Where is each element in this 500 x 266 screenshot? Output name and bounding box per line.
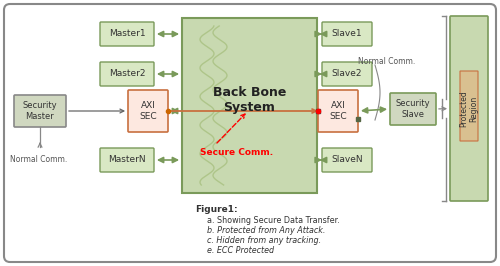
Text: Figure1:: Figure1: (195, 205, 238, 214)
Text: Security
Slave: Security Slave (396, 99, 430, 119)
Text: Slave1: Slave1 (332, 30, 362, 39)
Text: a. Showing Secure Data Transfer.: a. Showing Secure Data Transfer. (207, 216, 340, 225)
FancyBboxPatch shape (450, 16, 488, 201)
FancyBboxPatch shape (182, 18, 317, 193)
FancyBboxPatch shape (318, 90, 358, 132)
Text: Slave2: Slave2 (332, 69, 362, 78)
Text: Security
Master: Security Master (22, 101, 58, 121)
Text: AXI
SEC: AXI SEC (329, 101, 347, 121)
Text: SlaveN: SlaveN (331, 156, 363, 164)
FancyBboxPatch shape (322, 62, 372, 86)
FancyBboxPatch shape (100, 22, 154, 46)
Text: c. Hidden from any tracking.: c. Hidden from any tracking. (207, 236, 321, 245)
FancyBboxPatch shape (100, 62, 154, 86)
FancyBboxPatch shape (322, 22, 372, 46)
Text: AXI
SEC: AXI SEC (139, 101, 157, 121)
FancyBboxPatch shape (128, 90, 168, 132)
FancyBboxPatch shape (390, 93, 436, 125)
FancyBboxPatch shape (460, 71, 478, 141)
Text: Back Bone
System: Back Bone System (213, 86, 286, 114)
Text: e. ECC Protected: e. ECC Protected (207, 246, 274, 255)
FancyBboxPatch shape (100, 148, 154, 172)
Text: Master1: Master1 (108, 30, 146, 39)
Text: Normal Comm.: Normal Comm. (358, 57, 415, 66)
Text: Master2: Master2 (109, 69, 145, 78)
FancyBboxPatch shape (14, 95, 66, 127)
FancyBboxPatch shape (4, 4, 496, 262)
Text: b. Protected from Any Attack.: b. Protected from Any Attack. (207, 226, 326, 235)
FancyBboxPatch shape (322, 148, 372, 172)
Text: MasterN: MasterN (108, 156, 146, 164)
Text: Secure Comm.: Secure Comm. (200, 148, 273, 157)
Text: Protected
Region: Protected Region (460, 90, 478, 127)
Text: Normal Comm.: Normal Comm. (10, 155, 67, 164)
